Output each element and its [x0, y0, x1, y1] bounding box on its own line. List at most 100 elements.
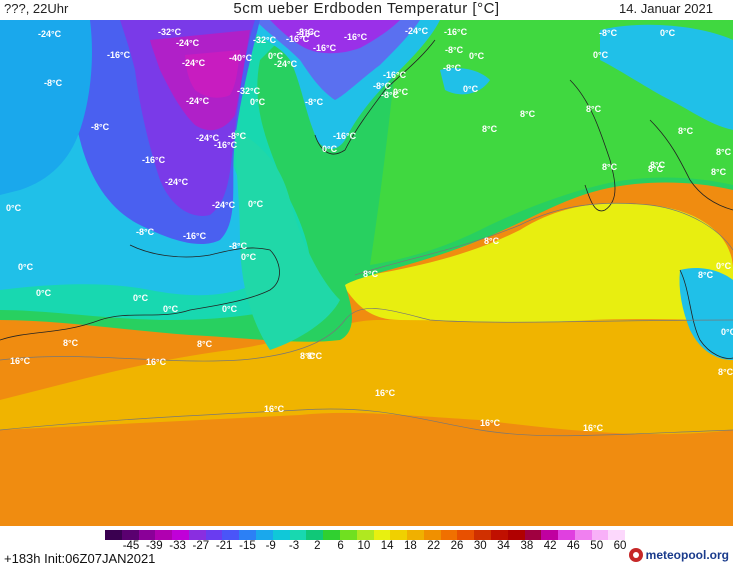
temperature-label: -8°C [228, 131, 247, 141]
temperature-label: -40°C [229, 53, 253, 63]
temperature-label: 8°C [482, 124, 498, 134]
legend-tick-label: -9 [265, 540, 276, 552]
legend-swatch [222, 530, 240, 540]
temperature-label: -16°C [183, 231, 207, 241]
temperature-field: -24°C -32°C -8°C -24°C -16°C-16°C -8°C 0°C-16°… [0, 20, 733, 526]
legend-tick-label: 50 [590, 540, 604, 552]
run-label: ???, 22Uhr [4, 1, 69, 16]
temperature-label: 16°C [10, 356, 31, 366]
temperature-label: 0°C [660, 28, 676, 38]
temperature-label: 8°C [648, 164, 664, 174]
temperature-label: 8°C [602, 162, 618, 172]
temperature-label: 0°C [133, 293, 149, 303]
yellow-band [340, 203, 733, 323]
legend-tick-label: -15 [239, 540, 256, 552]
legend-swatch [574, 530, 592, 540]
temperature-label: 8°C [586, 104, 602, 114]
temperature-label: 0°C [322, 144, 338, 154]
legend-swatch [239, 530, 257, 540]
temperature-label: -8°C [44, 78, 63, 88]
temperature-label: -8°C [305, 97, 324, 107]
temperature-label: 8°C [716, 147, 732, 157]
meteopool-icon [628, 548, 643, 562]
legend-tick-label: 22 [427, 540, 441, 552]
temperature-label: 0°C [250, 97, 266, 107]
legend-tick-label: 2 [314, 540, 321, 552]
temperature-label: 8°C [307, 351, 323, 361]
temperature-label: -24°C [176, 38, 200, 48]
temperature-label: -16°C [214, 140, 238, 150]
temperature-label: 16°C [264, 404, 285, 414]
temperature-label: -16°C [107, 50, 131, 60]
legend-swatch [474, 530, 491, 540]
temperature-label: 0°C [469, 51, 485, 61]
temperature-label: 0°C [36, 288, 52, 298]
temperature-label: -32°C [158, 27, 182, 37]
legend-swatch [121, 530, 139, 540]
legend-tick-label: 60 [613, 540, 627, 552]
legend-tick-label: -21 [215, 540, 233, 552]
temperature-label: 0°C [222, 304, 238, 314]
legend-tick-label: 18 [404, 540, 417, 552]
legend-tick-label: 46 [567, 540, 580, 552]
temperature-label: -16°C [344, 32, 368, 42]
temperature-label: -8°C [599, 28, 618, 38]
legend-tick-label: -27 [192, 540, 210, 552]
legend-swatch [608, 530, 626, 540]
meteopool-logo[interactable]: meteopool.org [628, 546, 729, 564]
legend-swatch [205, 530, 223, 540]
legend-swatch [105, 530, 122, 540]
legend-tick-label: 30 [473, 540, 487, 552]
legend-swatch [490, 530, 508, 540]
scandinavia [600, 24, 733, 130]
legend-swatch [407, 530, 424, 540]
legend-swatch [591, 530, 609, 540]
color-legend-bar [105, 530, 626, 540]
temperature-label: 0°C [463, 84, 479, 94]
temperature-label: -8°C [296, 27, 315, 37]
legend-tick-label: 14 [380, 540, 394, 552]
temperature-label: -8°C [91, 122, 110, 132]
temperature-label: 8°C [484, 236, 500, 246]
temperature-label: -8°C [381, 90, 400, 100]
temperature-label: -24°C [405, 26, 429, 36]
legend-tick-label: 38 [520, 540, 534, 552]
temperature-label: -16°C [297, 29, 321, 39]
legend-tick-label: 34 [497, 540, 510, 552]
color-legend-labels: -45 -39 -33 -27 -21 -15 -9 -3 2 6 10 14 18 22 26 30 34 38… [105, 540, 627, 554]
temperature-label: -32°C [253, 35, 277, 45]
legend-swatch [306, 530, 324, 540]
coastlines [0, 39, 733, 359]
temperature-label: 0°C [721, 327, 733, 337]
cold-core [185, 50, 240, 98]
temperature-label: -16°C [142, 155, 166, 165]
temperature-label: 8°C [718, 367, 733, 377]
legend-swatch [272, 530, 290, 540]
temperature-label: -8°C [229, 241, 248, 251]
legend-swatch [172, 530, 189, 540]
legend-swatch [155, 530, 173, 540]
greenland-purple [270, 20, 400, 54]
legend-swatch [423, 530, 441, 540]
gold-band [0, 320, 733, 435]
temperature-label: -24°C [186, 96, 210, 106]
footer: -45 -39 -33 -27 -21 -15 -9 -3 2 6 10 14 18 22 26 30 34 38… [0, 526, 733, 566]
labrador-sea [235, 130, 340, 350]
init-time: +183h Init:06Z07JAN2021 [4, 551, 156, 566]
legend-swatch [188, 530, 206, 540]
temperature-label: -8°C [136, 227, 155, 237]
temperature-label: 0°C [18, 262, 34, 272]
temperature-label: -24°C [274, 59, 298, 69]
legend-tick-label: 26 [450, 540, 464, 552]
temperature-label: 8°C [197, 339, 213, 349]
temperature-label: -24°C [182, 58, 206, 68]
temperature-map: -24°C -32°C -8°C -24°C -16°C -16°C -8°C 0°C -16°… [0, 20, 733, 526]
header: ???, 22Uhr 5cm ueber Erdboden Temperatur… [0, 0, 733, 20]
iceland [440, 68, 490, 95]
temperature-label: 0°C [716, 261, 732, 271]
temperature-label: 0°C [593, 50, 609, 60]
legend-tick-label: 10 [357, 540, 371, 552]
legend-swatch [558, 530, 575, 540]
legend-swatch [390, 530, 408, 540]
isotherms [0, 202, 733, 437]
